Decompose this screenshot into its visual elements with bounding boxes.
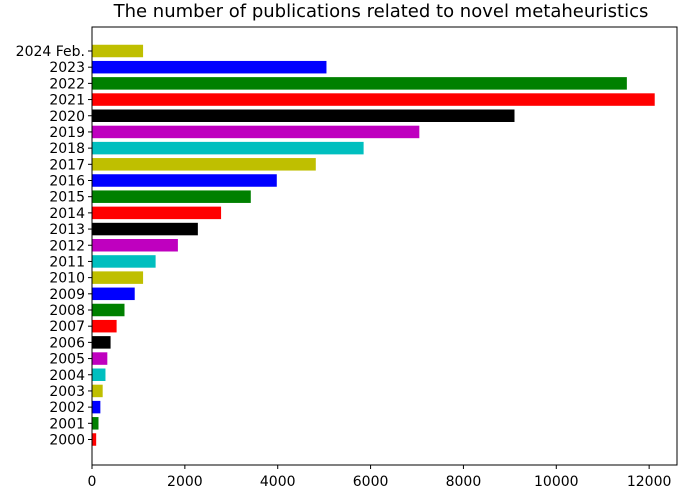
y-tick-label-2013: 2013 bbox=[49, 222, 85, 238]
y-tick-label-2014: 2014 bbox=[49, 206, 85, 222]
x-tick-label-8000: 8000 bbox=[446, 474, 482, 490]
y-tick-label-2022: 2022 bbox=[49, 76, 85, 92]
bar-2008 bbox=[92, 303, 125, 317]
bar-2019 bbox=[92, 125, 420, 139]
x-tick-label-4000: 4000 bbox=[260, 474, 296, 490]
y-tick-label-2018: 2018 bbox=[49, 141, 85, 157]
y-tick-label-2003: 2003 bbox=[49, 384, 85, 400]
bar-2004 bbox=[92, 368, 106, 381]
bar-2012 bbox=[92, 239, 178, 252]
bar-2010 bbox=[92, 271, 144, 284]
y-tick-label-2012: 2012 bbox=[49, 238, 85, 254]
bar-2023 bbox=[92, 60, 327, 74]
chart-title: The number of publications related to no… bbox=[113, 1, 649, 22]
y-tick-label-2024-feb: 2024 Feb. bbox=[16, 44, 85, 60]
bar-2003 bbox=[92, 384, 103, 398]
y-tick-label-2015: 2015 bbox=[49, 190, 85, 206]
y-tick-label-2011: 2011 bbox=[49, 254, 85, 270]
bar-2021 bbox=[92, 93, 655, 106]
axes-layer: 2000200120022003200420052006200720082009… bbox=[16, 26, 678, 490]
bar-2002 bbox=[92, 400, 101, 414]
bar-2022 bbox=[92, 77, 627, 90]
x-tick-label-0: 0 bbox=[88, 474, 97, 490]
x-tick-label-2000: 2000 bbox=[167, 474, 203, 490]
bar-2024-feb bbox=[92, 44, 144, 58]
bar-2006 bbox=[92, 336, 111, 349]
y-tick-label-2009: 2009 bbox=[49, 287, 85, 303]
y-tick-label-2000: 2000 bbox=[49, 433, 85, 449]
bar-2013 bbox=[92, 222, 198, 236]
y-tick-label-2001: 2001 bbox=[49, 416, 85, 432]
y-tick-label-2007: 2007 bbox=[49, 319, 85, 335]
x-tick-label-6000: 6000 bbox=[353, 474, 389, 490]
y-tick-label-2021: 2021 bbox=[49, 93, 85, 109]
y-tick-label-2005: 2005 bbox=[49, 352, 85, 368]
y-tick-label-2006: 2006 bbox=[49, 335, 85, 351]
bar-2015 bbox=[92, 190, 251, 203]
y-tick-label-2016: 2016 bbox=[49, 174, 85, 190]
y-tick-label-2017: 2017 bbox=[49, 157, 85, 173]
bar-2016 bbox=[92, 174, 277, 187]
bar-2020 bbox=[92, 109, 515, 122]
y-tick-label-2010: 2010 bbox=[49, 271, 85, 287]
bars-layer bbox=[92, 44, 655, 446]
bar-2009 bbox=[92, 287, 135, 301]
y-tick-label-2020: 2020 bbox=[49, 109, 85, 125]
bar-2017 bbox=[92, 158, 316, 171]
y-tick-label-2023: 2023 bbox=[49, 60, 85, 76]
y-tick-label-2004: 2004 bbox=[49, 368, 85, 384]
bar-2007 bbox=[92, 319, 117, 333]
bar-2005 bbox=[92, 352, 108, 365]
bar-2001 bbox=[92, 417, 99, 430]
x-tick-label-12000: 12000 bbox=[627, 474, 672, 490]
y-tick-label-2019: 2019 bbox=[49, 125, 85, 141]
bar-2011 bbox=[92, 255, 156, 268]
y-tick-label-2008: 2008 bbox=[49, 303, 85, 319]
x-tick-label-10000: 10000 bbox=[534, 474, 579, 490]
y-tick-label-2002: 2002 bbox=[49, 400, 85, 416]
bar-2014 bbox=[92, 206, 222, 220]
bar-2000 bbox=[92, 433, 97, 446]
bar-2018 bbox=[92, 141, 364, 155]
plot-frame bbox=[91, 26, 678, 466]
